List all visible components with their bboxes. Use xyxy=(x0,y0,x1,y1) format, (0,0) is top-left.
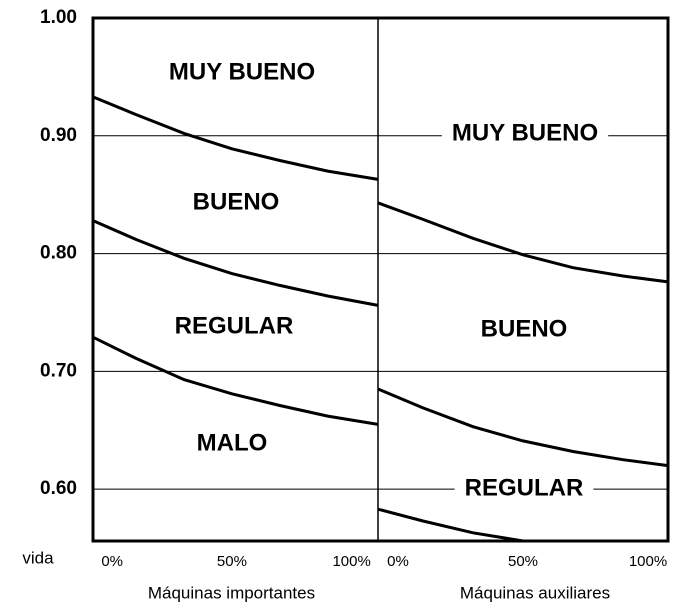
curve xyxy=(92,219,379,307)
y-tick-label: 1.00 xyxy=(40,7,77,28)
region-label: BUENO xyxy=(481,315,568,342)
y-tick-label: 0.80 xyxy=(40,243,77,264)
curve xyxy=(92,95,379,181)
y-tick-label: 0.90 xyxy=(40,125,77,146)
region-label: MALO xyxy=(197,429,268,456)
x-tick-label: 50% xyxy=(508,553,538,570)
y-tick-label: 0.60 xyxy=(40,478,77,499)
x-tick-label: 100% xyxy=(629,553,667,570)
region-label: MUY BUENO xyxy=(169,58,315,85)
curve xyxy=(92,335,379,426)
x-axis-label: Máquinas importantes xyxy=(148,583,315,602)
label-background xyxy=(441,119,609,147)
plot-frame xyxy=(91,16,670,543)
x-axis-label: Máquinas auxiliares xyxy=(460,583,610,602)
label-background xyxy=(454,474,594,502)
region-label: MUY BUENO xyxy=(452,119,598,146)
region-label: REGULAR xyxy=(465,474,584,501)
region-label: BUENO xyxy=(193,188,280,215)
curve xyxy=(377,201,669,284)
x-tick-label: 0% xyxy=(387,553,409,570)
curve xyxy=(377,387,669,468)
curve xyxy=(377,507,524,543)
region-label: REGULAR xyxy=(175,312,294,339)
x-tick-label: 100% xyxy=(332,553,370,570)
y-axis-label: vida xyxy=(22,548,54,567)
y-tick-label: 0.70 xyxy=(40,360,77,381)
x-tick-label: 50% xyxy=(217,553,247,570)
x-tick-label: 0% xyxy=(101,553,123,570)
